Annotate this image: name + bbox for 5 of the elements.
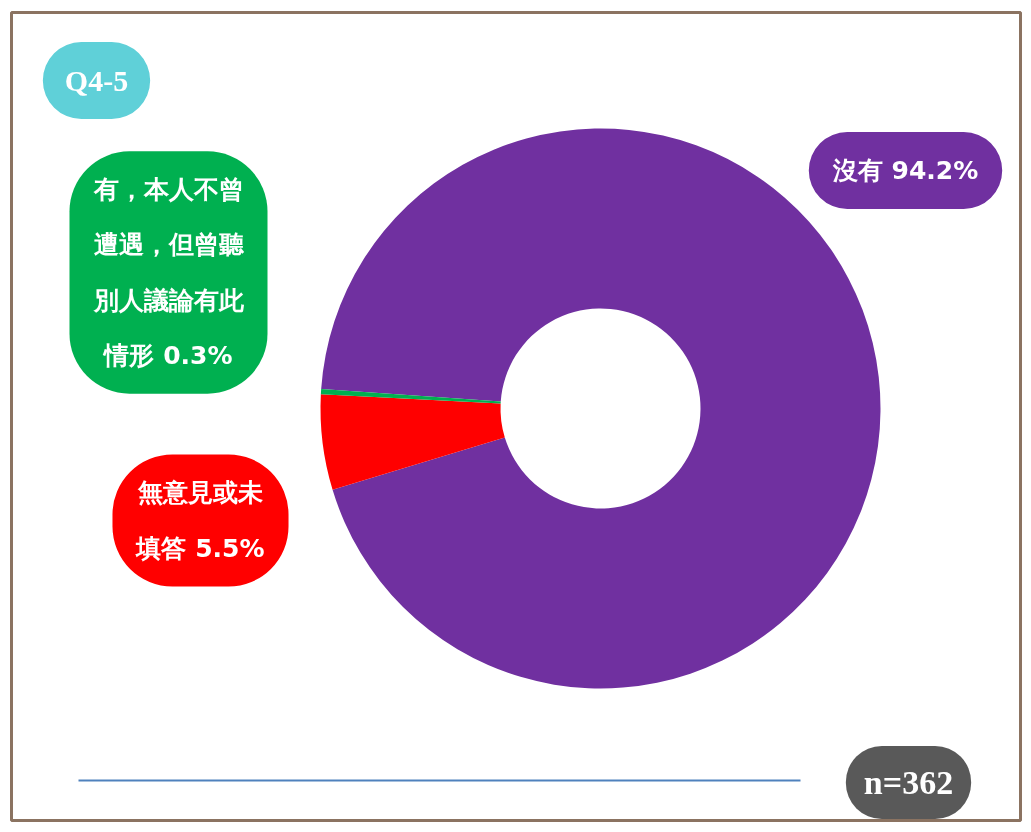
chart-title: Q4-5: [64, 64, 129, 97]
slice-label: 無意見或未填答 5.5%: [135, 478, 265, 563]
text: n=362: [863, 764, 954, 801]
slice-label: 有，本人不曾遭遇，但曾聽別人議論有此情形 0.3%: [92, 175, 245, 370]
slice-label: 沒有 94.2%: [831, 156, 979, 185]
